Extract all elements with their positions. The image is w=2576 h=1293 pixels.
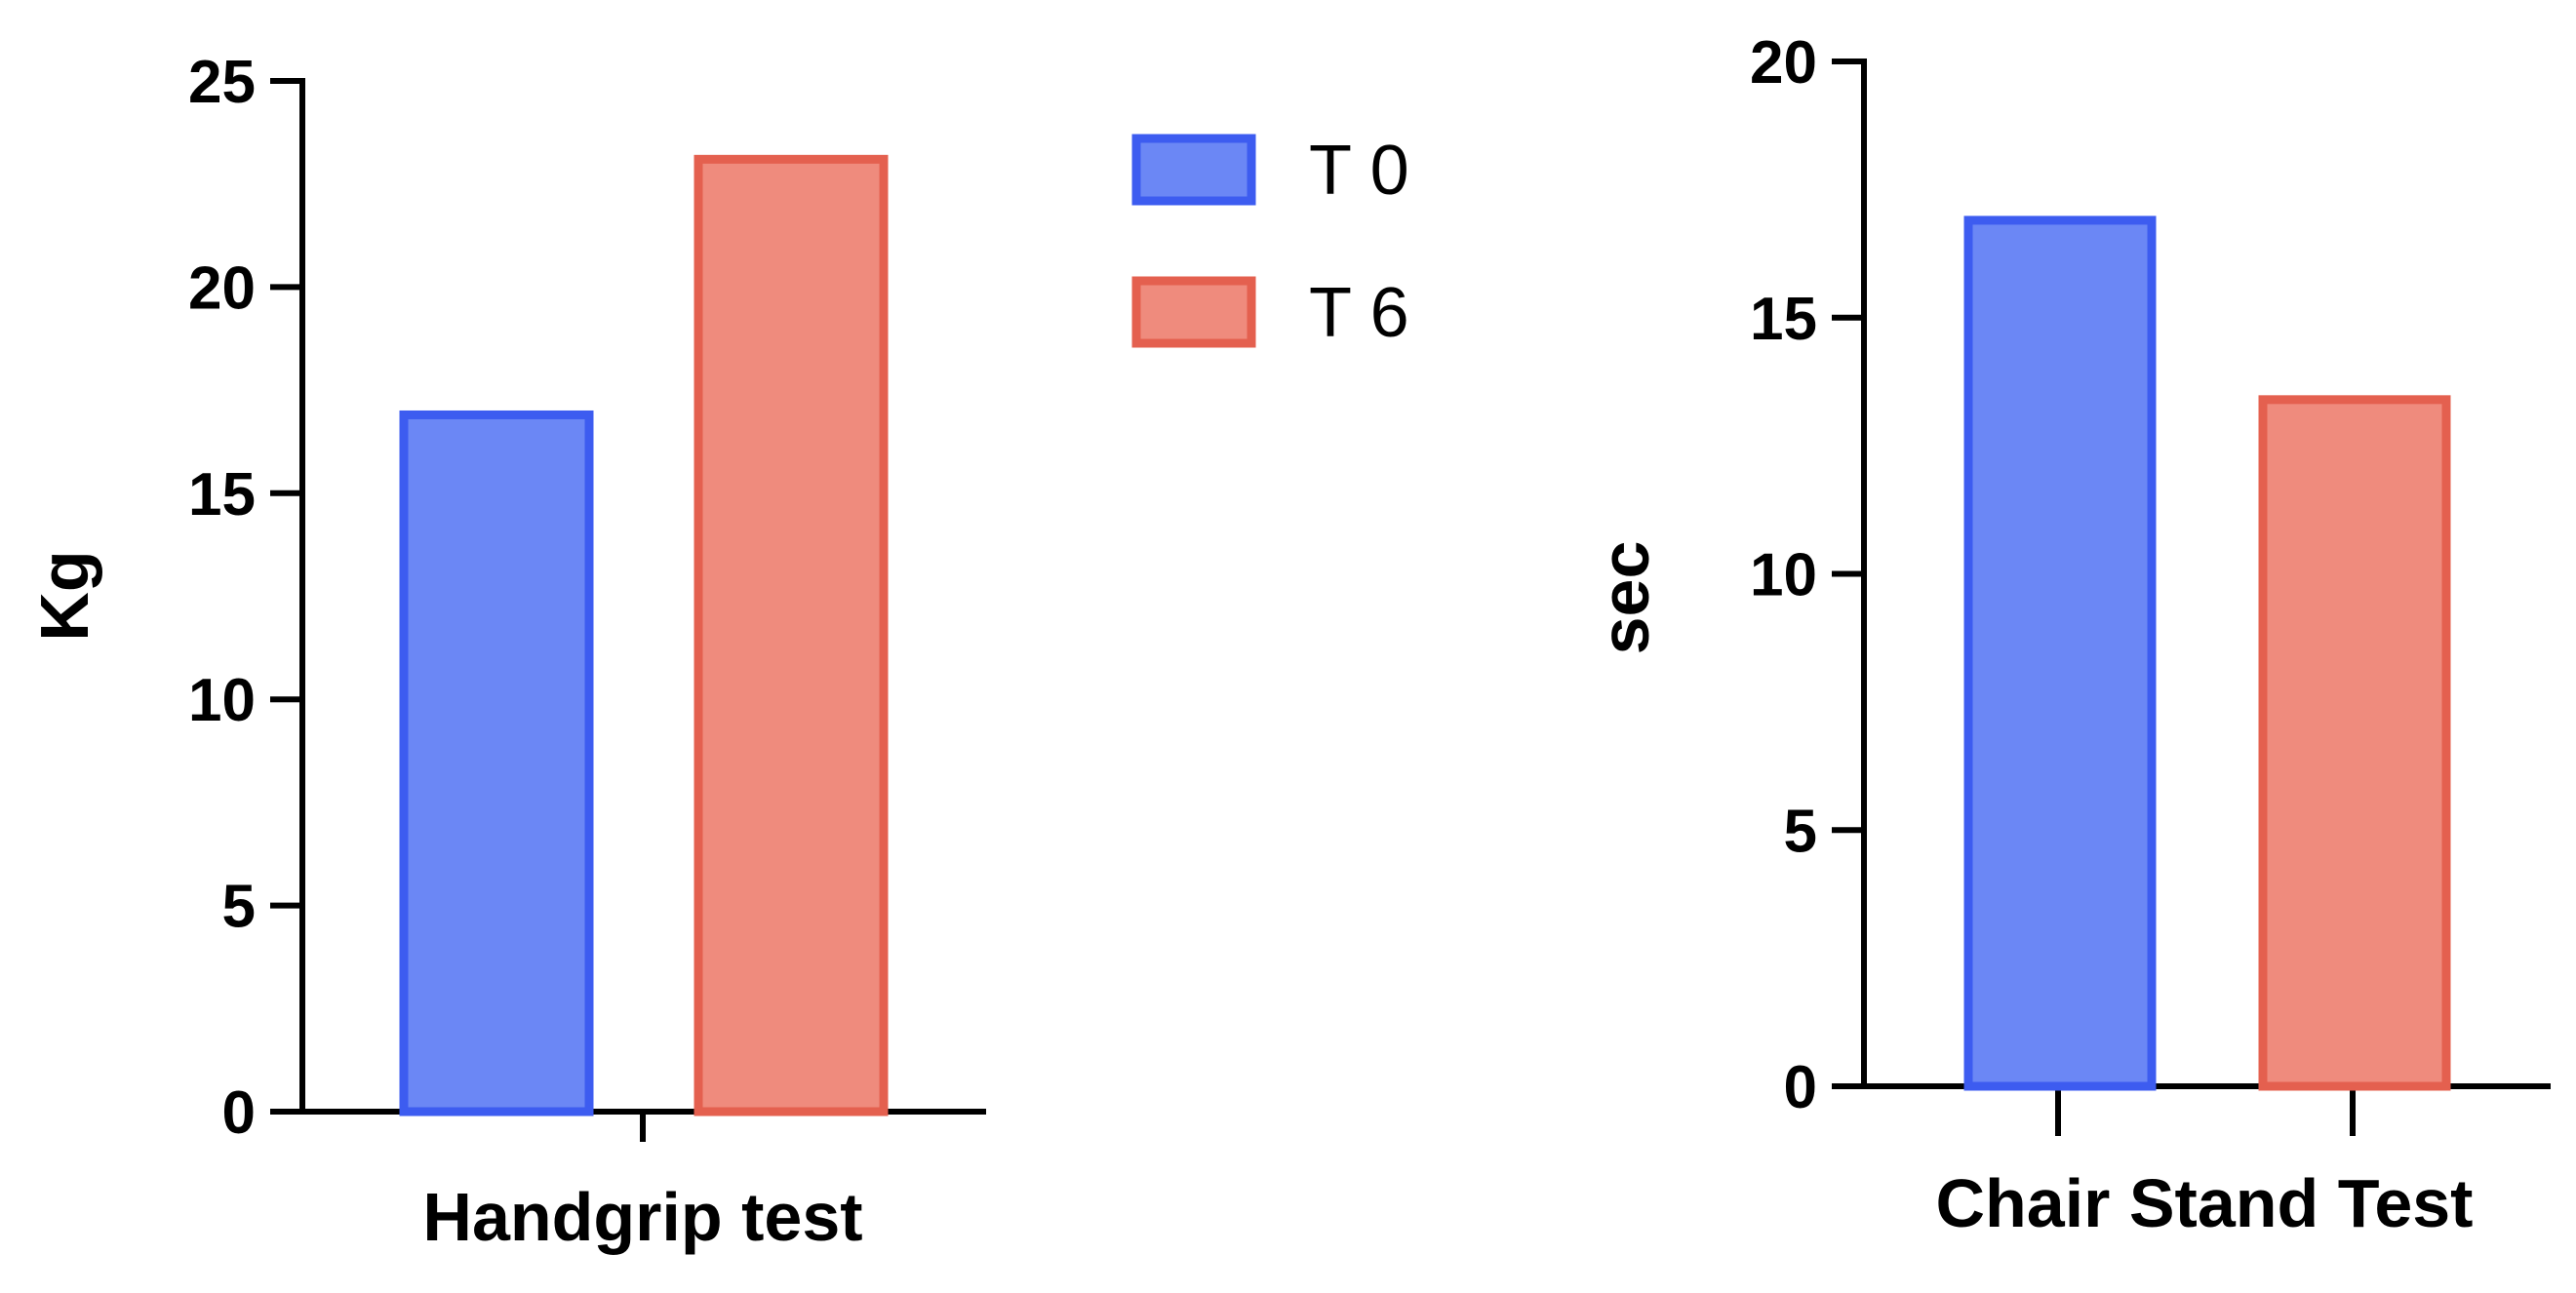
legend-label-t6: T 6 xyxy=(1309,274,1409,352)
chair-stand-y-tick-label: 20 xyxy=(1750,29,1817,97)
handgrip-y-tick-label: 10 xyxy=(188,667,256,734)
handgrip-bar-t6 xyxy=(694,154,889,1117)
chair-stand-y-tick-label: 5 xyxy=(1784,798,1817,865)
legend-swatch-t6 xyxy=(1131,276,1256,348)
chair-stand-bar-t6 xyxy=(2258,395,2451,1091)
handgrip-bar-t0 xyxy=(399,410,594,1117)
chair-stand-y-tick-label: 15 xyxy=(1750,286,1817,353)
handgrip-y-axis-label: Kg xyxy=(26,550,102,641)
legend: T 0 T 6 xyxy=(1131,132,1409,352)
chair-stand-y-axis-label: sec xyxy=(1587,541,1663,655)
handgrip-y-tick-label: 25 xyxy=(188,49,256,116)
chair-stand-y-tick-label: 0 xyxy=(1784,1054,1817,1121)
legend-swatch-t0 xyxy=(1131,134,1256,206)
handgrip-chart: 0 5 10 15 20 25 Handgrip test Kg xyxy=(26,49,986,1255)
legend-label-t0: T 0 xyxy=(1309,132,1409,210)
handgrip-y-ticks: 0 5 10 15 20 25 xyxy=(188,49,305,1147)
chair-stand-x-axis-label: Chair Stand Test xyxy=(1935,1165,2473,1241)
handgrip-y-tick-label: 20 xyxy=(188,255,256,322)
chair-stand-y-ticks: 0 5 10 15 20 xyxy=(1750,29,1867,1121)
handgrip-x-axis-label: Handgrip test xyxy=(422,1179,862,1255)
chair-stand-chart: 0 5 10 15 20 Chair Stand Test sec xyxy=(1587,29,2551,1241)
handgrip-y-tick-label: 0 xyxy=(222,1079,256,1147)
chair-stand-bar-t0 xyxy=(1963,216,2157,1091)
chair-stand-bars xyxy=(1963,216,2451,1091)
chair-stand-y-tick-label: 10 xyxy=(1750,542,1817,609)
handgrip-bars xyxy=(399,154,889,1117)
handgrip-y-tick-label: 5 xyxy=(222,874,256,941)
handgrip-y-tick-label: 15 xyxy=(188,461,256,529)
